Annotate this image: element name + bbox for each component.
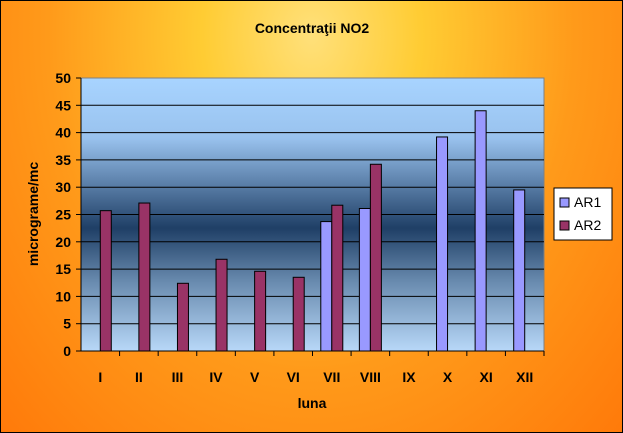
- y-tick-label: 0: [63, 343, 71, 359]
- x-tick-label: VII: [323, 369, 340, 385]
- y-tick-label: 25: [55, 207, 71, 223]
- bar-ar1-x: [436, 136, 449, 352]
- bar-ar1-xii: [513, 189, 526, 352]
- legend-label-ar1: AR1: [574, 194, 601, 210]
- x-tick-label: X: [443, 369, 453, 385]
- bars: [99, 110, 526, 352]
- y-tick-label: 40: [55, 125, 71, 141]
- bar-ar1-xi: [474, 110, 487, 352]
- y-tick-label: 45: [55, 97, 71, 113]
- y-axis-label: micrograme/mc: [25, 162, 41, 266]
- x-tick-label: II: [135, 369, 143, 385]
- legend-box: [553, 187, 613, 241]
- bar-ar2-v: [254, 270, 267, 352]
- gridlines: [81, 104, 544, 325]
- legend-swatch-ar1: [559, 197, 570, 208]
- x-axis-ticks: I II III IV V VI VII VIII IX X XI XII: [98, 351, 545, 385]
- x-axis-label: luna: [298, 395, 327, 411]
- x-tick-label: V: [250, 369, 260, 385]
- y-tick-label: 50: [55, 70, 71, 86]
- bar-ar2-iv: [215, 258, 228, 352]
- y-tick-label: 10: [55, 288, 71, 304]
- legend-swatch-ar2: [559, 220, 570, 231]
- y-tick-label: 20: [55, 234, 71, 250]
- x-tick-label: XII: [516, 369, 533, 385]
- bar-ar1-viii: [358, 207, 371, 352]
- bar-ar2-vii: [331, 204, 344, 352]
- bar-ar2-ii: [138, 202, 151, 352]
- y-tick-label: 5: [63, 316, 71, 332]
- bar-ar2-iii: [176, 282, 189, 352]
- bar-ar2-viii: [369, 163, 382, 352]
- y-tick-label: 35: [55, 152, 71, 168]
- x-tick-label: IX: [402, 369, 416, 385]
- bar-ar2-vi: [292, 276, 305, 352]
- x-tick-label: I: [98, 369, 102, 385]
- x-tick-label: IV: [209, 369, 223, 385]
- y-tick-label: 15: [55, 261, 71, 277]
- legend-label-ar2: AR2: [574, 217, 601, 233]
- x-tick-label: VIII: [360, 369, 381, 385]
- x-tick-label: XI: [480, 369, 493, 385]
- x-tick-label: VI: [287, 369, 300, 385]
- bar-ar1-vii: [320, 221, 333, 352]
- x-tick-label: III: [172, 369, 184, 385]
- chart-title: Concentraţii NO2: [255, 20, 370, 36]
- bar-ar2-i: [99, 210, 112, 352]
- y-tick-label: 30: [55, 179, 71, 195]
- y-axis-ticks: 0 5 10 15 20 25 30 35 40 45 50: [55, 70, 81, 359]
